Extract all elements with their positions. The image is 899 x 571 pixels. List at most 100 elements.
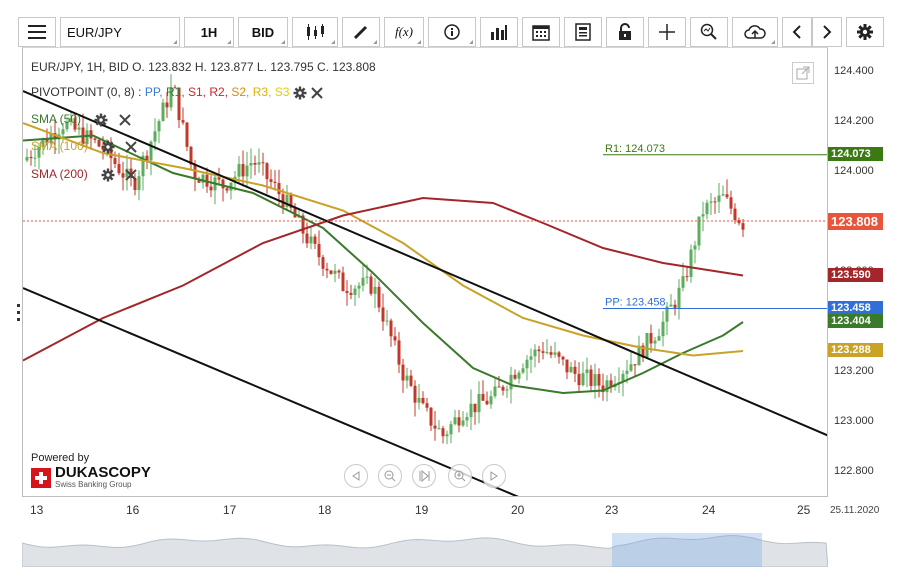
candle-body [29, 156, 33, 159]
candle-body [381, 307, 385, 322]
calendar-button[interactable] [522, 17, 560, 47]
lock-button[interactable] [606, 17, 644, 47]
crosshair-icon [659, 24, 675, 40]
zoom-button[interactable] [690, 17, 728, 47]
pp-label: PP: 123.458 [605, 297, 666, 309]
report-button[interactable] [564, 17, 602, 47]
candle-body [181, 120, 185, 123]
candle-body [577, 373, 581, 386]
chart-type-button[interactable] [292, 17, 338, 47]
candle-body [353, 288, 357, 295]
price-chart[interactable]: R1: 124.073 PP: 123.458 [23, 48, 828, 497]
close-icon[interactable] [124, 140, 138, 154]
brand-tagline: Swiss Banking Group [55, 480, 132, 489]
indicators-button[interactable]: f(x) [384, 17, 424, 47]
close-icon[interactable] [310, 86, 324, 100]
scroll-left-button[interactable] [782, 17, 812, 47]
candle-body [641, 345, 645, 358]
candle-body [445, 434, 449, 437]
price-tick: 122.800 [834, 465, 874, 477]
candle-body [689, 249, 693, 277]
candle-body [601, 385, 605, 393]
gear-icon[interactable] [293, 86, 307, 100]
candle-body [657, 336, 661, 341]
candle-body [69, 118, 73, 123]
candle-body [429, 407, 433, 426]
pencil-icon [353, 25, 368, 40]
close-icon[interactable] [124, 168, 138, 182]
date-tick: 24 [702, 503, 716, 517]
candle-body [549, 352, 553, 355]
candle-body [305, 233, 309, 244]
candle-body [685, 276, 689, 278]
volume-button[interactable] [480, 17, 518, 47]
close-icon[interactable] [118, 113, 132, 127]
candle-body [237, 164, 241, 177]
candle-body [177, 87, 181, 121]
candle-body [169, 87, 173, 108]
toolbar: EUR/JPY 1H BID f(x) [0, 0, 899, 48]
candle-body [189, 146, 193, 165]
r1-label: R1: 124.073 [605, 143, 665, 155]
candle-body [153, 131, 157, 142]
settings-button[interactable] [846, 17, 884, 47]
candle-body [293, 207, 297, 218]
candle-body [433, 425, 437, 429]
pan-right-button[interactable] [482, 464, 506, 488]
sma200-legend: SMA (200) [31, 167, 138, 182]
gear-icon[interactable] [101, 140, 115, 154]
info-button[interactable] [428, 17, 476, 47]
sma100-line [23, 122, 744, 357]
zoom-in-button[interactable] [448, 464, 472, 488]
symbol-selector[interactable]: EUR/JPY [60, 17, 180, 47]
crosshair-button[interactable] [648, 17, 686, 47]
candle-body [301, 215, 305, 234]
pivot-items: PP, R1, S1, R2, S2, R3, S3 [145, 85, 293, 99]
candle-body [581, 373, 585, 386]
cloud-upload-icon [744, 25, 766, 39]
symbol-label: EUR/JPY [67, 24, 122, 40]
timeframe-label: 1H [200, 24, 218, 40]
candle-body [713, 201, 717, 203]
navigator-area-chart[interactable] [21, 519, 829, 568]
menu-button[interactable] [18, 17, 56, 47]
triangle-left-icon [352, 471, 360, 481]
price-type-selector[interactable]: BID [238, 17, 288, 47]
candle-body [161, 102, 165, 122]
candle-body [697, 216, 701, 246]
reset-button[interactable] [412, 464, 436, 488]
gear-icon[interactable] [94, 113, 108, 127]
sma50-label: SMA (50) [31, 112, 82, 126]
price-tick: 124.000 [834, 165, 874, 177]
trendline-lower [23, 287, 519, 496]
candle-body [121, 173, 125, 178]
current-date-label: 25.11.2020 [830, 505, 880, 516]
candle-body [701, 214, 705, 217]
candle-body [113, 158, 117, 164]
navigator-window[interactable] [612, 533, 762, 567]
candle-body [281, 194, 285, 207]
price-tick: 124.400 [834, 65, 874, 77]
overview-navigator[interactable] [21, 519, 829, 568]
price-tick: 124.200 [834, 115, 874, 127]
upload-button[interactable] [732, 17, 778, 47]
chart-area[interactable]: R1: 124.073 PP: 123.458 EUR/JPY, 1H, BID … [22, 47, 828, 497]
timeframe-selector[interactable]: 1H [184, 17, 234, 47]
popout-button[interactable] [792, 62, 814, 84]
gear-icon[interactable] [101, 168, 115, 182]
candle-body [473, 403, 477, 413]
candle-body [125, 168, 129, 178]
sma200-line [23, 196, 744, 362]
drawing-tool-button[interactable] [342, 17, 380, 47]
price-tag: 123.808 [828, 213, 883, 230]
candle-body [557, 352, 561, 357]
zoom-out-button[interactable] [378, 464, 402, 488]
candle-body [265, 163, 269, 180]
lock-icon [619, 23, 631, 40]
candle-body [661, 321, 665, 337]
candle-body [145, 155, 149, 161]
panel-resize-handle[interactable] [17, 302, 20, 322]
scroll-right-button[interactable] [812, 17, 842, 47]
candle-body [469, 403, 473, 418]
pan-left-button[interactable] [344, 464, 368, 488]
